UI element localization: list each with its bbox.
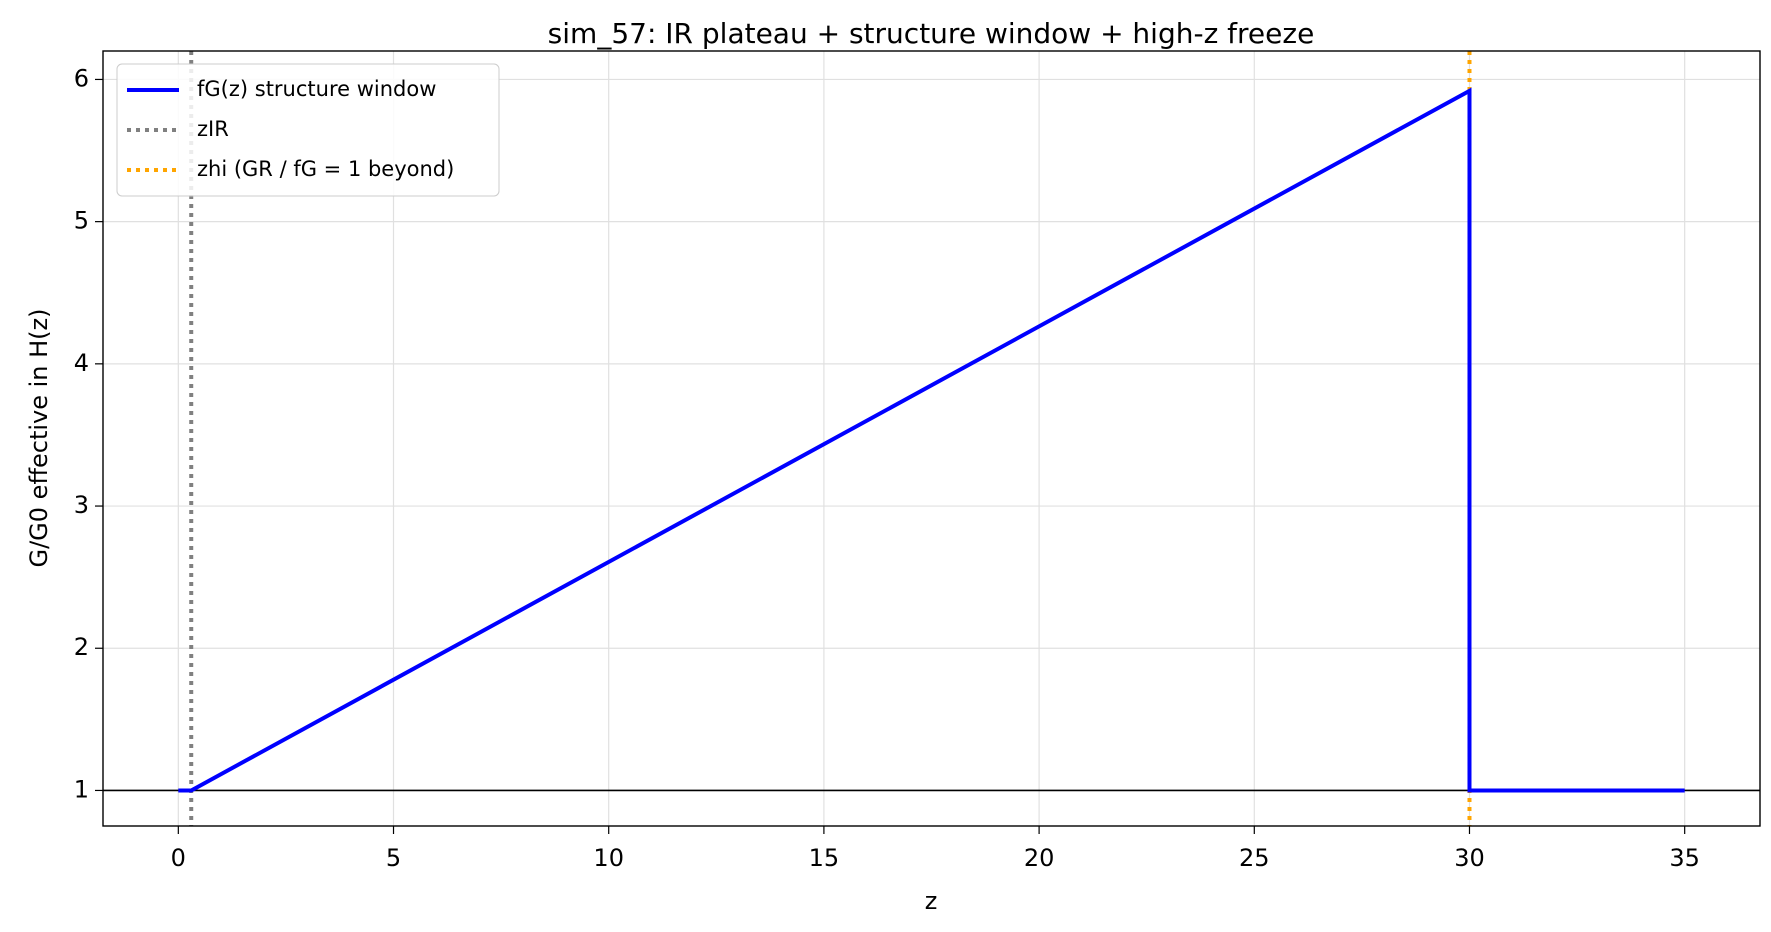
legend-label: zhi (GR / fG = 1 beyond) xyxy=(197,157,454,181)
y-tick-label: 3 xyxy=(74,491,89,519)
x-tick-label: 35 xyxy=(1669,844,1700,872)
y-tick-label: 2 xyxy=(74,633,89,661)
legend-box xyxy=(116,63,500,197)
x-tick-label: 0 xyxy=(171,844,186,872)
plot-frame xyxy=(102,50,1761,827)
line-series xyxy=(178,87,1685,793)
y-tick-label: 4 xyxy=(74,349,89,377)
x-tick-label: 5 xyxy=(386,844,401,872)
x-tick-label: 10 xyxy=(593,844,624,872)
y-axis-label: G/G0 effective in H(z) xyxy=(25,309,53,568)
x-axis-label: z xyxy=(925,887,938,915)
y-tick-label: 5 xyxy=(74,207,89,235)
legend-label: fG(z) structure window xyxy=(197,77,436,101)
chart-title: sim_57: IR plateau + structure window + … xyxy=(548,17,1315,50)
x-tick-label: 20 xyxy=(1024,844,1055,872)
legend-label: zIR xyxy=(197,117,229,141)
y-tick-label: 6 xyxy=(74,64,89,92)
x-tick-label: 30 xyxy=(1454,844,1485,872)
y-tick-label: 1 xyxy=(74,775,89,803)
x-tick-label: 15 xyxy=(809,844,840,872)
x-tick-label: 25 xyxy=(1239,844,1270,872)
